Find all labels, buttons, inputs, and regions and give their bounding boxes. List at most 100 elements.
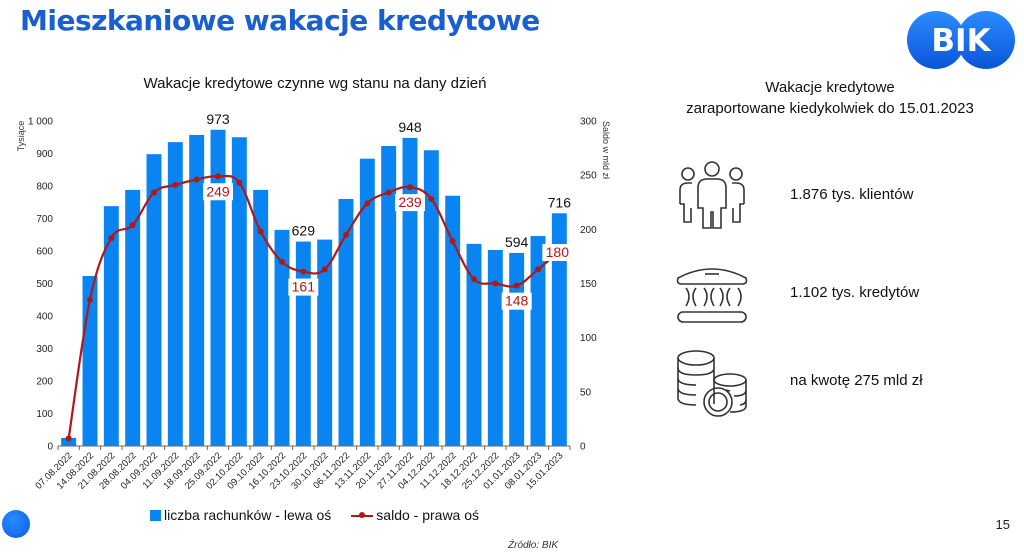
bar-value-label: 948	[398, 119, 422, 135]
summary-title-line1: Wakacje kredytowe	[765, 79, 895, 96]
line-marker	[257, 228, 264, 235]
bar	[231, 137, 247, 446]
bar	[423, 150, 439, 446]
summary-title: Wakacje kredytowe zaraportowane kiedykol…	[660, 77, 1000, 119]
decorative-dot	[2, 510, 30, 538]
bar	[551, 213, 567, 446]
bar	[445, 195, 461, 446]
line-marker	[172, 181, 179, 188]
line-marker	[449, 238, 456, 245]
right-tick-label: 150	[580, 279, 597, 290]
left-tick-label: 700	[36, 214, 53, 225]
line-label-bg	[203, 183, 233, 201]
coins-icon	[677, 350, 747, 417]
bar	[125, 189, 141, 446]
line-marker	[364, 200, 371, 207]
left-tick-label: 0	[47, 442, 53, 453]
left-tick-label: 300	[36, 344, 53, 355]
legend-item-line: saldo - prawa oś	[351, 507, 479, 523]
bar	[274, 229, 290, 446]
line-marker	[428, 196, 435, 202]
chart-legend: liczba rachunków - lewa oś saldo - prawa…	[150, 507, 479, 523]
right-tick-label: 100	[580, 333, 597, 344]
data-labels: 973 629 948 594 716 249 161 239 148 180	[203, 111, 573, 310]
right-tick-label: 250	[580, 171, 597, 182]
bar	[146, 154, 162, 446]
line-marker	[513, 282, 520, 289]
line-marker	[535, 266, 541, 273]
line-marker	[129, 222, 136, 228]
bank-icon	[676, 268, 748, 323]
summary-title-line2: zaraportowane kiedykolwiek do 15.01.2023	[686, 100, 974, 117]
stat-loans: 1.102 tys. kredytów	[672, 256, 1012, 336]
left-tick-label: 200	[36, 377, 53, 388]
legend-item-bars: liczba rachunków - lewa oś	[150, 507, 331, 523]
right-axis-label: Saldo w mld zł	[601, 121, 611, 179]
bar	[189, 134, 205, 446]
right-tick-label: 50	[580, 387, 592, 398]
right-tick-label: 300	[580, 117, 597, 128]
line-label-bg	[395, 194, 425, 212]
right-axis: 0 50 100 150 200 250 300	[580, 117, 597, 453]
page-number: 15	[995, 517, 1010, 532]
left-tick-label: 100	[36, 409, 53, 420]
bar-value-label: 716	[548, 194, 572, 210]
bar-swatch-icon	[150, 509, 161, 521]
line-marker	[385, 189, 392, 196]
line-marker	[492, 280, 499, 287]
line-marker	[343, 231, 349, 238]
line-marker	[236, 179, 243, 186]
line-marker	[321, 266, 328, 273]
stat-clients-text: 1.876 tys. klientów	[790, 186, 914, 203]
line-series	[65, 173, 563, 442]
bar	[103, 206, 119, 446]
left-axis-label: Tysiące	[16, 121, 26, 152]
line-label-bg	[288, 278, 319, 296]
stat-amount: na kwotę 275 mld zł	[672, 344, 1012, 424]
stat-amount-text: na kwotę 275 mld zł	[790, 372, 923, 389]
line-marker	[193, 176, 200, 183]
bar-value-label: 973	[206, 111, 230, 127]
bar	[167, 142, 183, 446]
bar	[338, 199, 354, 446]
line-value-label: 161	[292, 279, 316, 295]
stat-clients: 1.876 tys. klientów	[672, 158, 1012, 238]
line-value-label: 148	[505, 293, 529, 309]
bar	[402, 137, 418, 446]
line-label-bg	[501, 292, 532, 310]
people-icon	[679, 161, 745, 229]
line-marker	[279, 258, 285, 265]
page-title: Mieszkaniowe wakacje kredytowe	[20, 4, 540, 37]
bar-value-label: 594	[505, 234, 529, 250]
bar	[487, 250, 503, 446]
bik-logo: BIK	[907, 11, 1015, 69]
left-tick-label: 400	[36, 312, 53, 323]
line-swatch-icon	[351, 510, 374, 521]
bar	[466, 243, 482, 446]
line-marker	[300, 268, 307, 275]
left-tick-label: 900	[36, 149, 53, 160]
legend-label: liczba rachunków - lewa oś	[164, 507, 332, 523]
saldo-line	[67, 174, 561, 439]
line-marker	[471, 276, 477, 283]
left-tick-label: 800	[36, 182, 53, 193]
logo-text: BIK	[931, 23, 991, 59]
line-value-label: 180	[546, 244, 570, 260]
bar	[253, 189, 269, 446]
legend-label: saldo - prawa oś	[376, 507, 480, 523]
left-tick-label: 600	[36, 247, 53, 258]
line-value-label: 249	[206, 183, 230, 199]
left-tick-label: 500	[36, 279, 53, 290]
x-axis: 07.08.202214.08.202221.08.202228.08.2022…	[33, 445, 571, 492]
bar-value-label: 629	[292, 223, 316, 239]
line-marker	[407, 184, 413, 191]
line-marker	[215, 173, 221, 180]
line-marker	[65, 435, 72, 442]
combo-chart: 0 100 200 300 400 500 600 700 800 900 1 000 0 50 100…	[16, 111, 611, 492]
bar	[61, 437, 77, 446]
line-marker	[108, 235, 115, 241]
line-value-label: 239	[398, 194, 422, 210]
bar	[359, 158, 375, 446]
stat-loans-text: 1.102 tys. kredytów	[790, 284, 920, 301]
right-tick-label: 200	[580, 225, 597, 236]
